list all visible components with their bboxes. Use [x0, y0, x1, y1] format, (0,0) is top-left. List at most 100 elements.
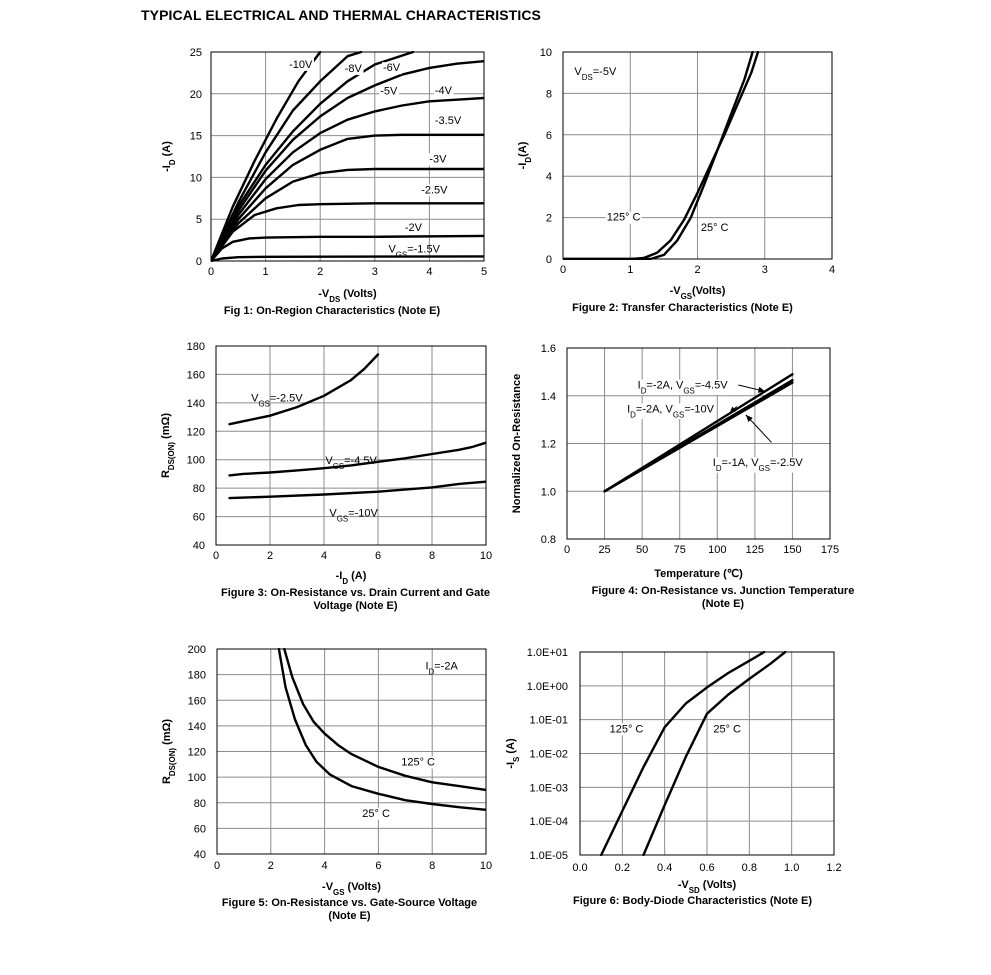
x-tick-label: 0 [560, 264, 566, 276]
fig3-plot: 0 2 4 6 8 10 40 60 80 100 120 140 160 180 VGS=-2.5V VGS… [160, 341, 492, 586]
series-line-fig1-1 [211, 51, 363, 262]
y-tick-label: 1.4 [541, 391, 556, 403]
y-tick-label: 160 [187, 369, 205, 381]
series-label: -2V [405, 222, 423, 234]
series-line-fig1-9 [211, 255, 484, 262]
chart-fig4: 0 25 50 75 100 125 150 175 0.8 1.0 1.2 1.4 1.6 ID=-2A… [510, 335, 870, 590]
fig4-plot: 0 25 50 75 100 125 150 175 0.8 1.0 1.2 1.4 1.6 ID=-2A… [511, 343, 839, 580]
series-label: -3V [429, 153, 447, 165]
series-label: -5V [380, 86, 398, 98]
annotation-arrow [728, 406, 738, 415]
x-tick-label: 0.0 [572, 862, 587, 874]
series-label: -2.5V [421, 184, 448, 196]
fig5-plot-frame [216, 648, 487, 855]
y-tick-label: 8 [546, 88, 552, 100]
fig5-grid [216, 648, 487, 855]
x-axis-title: -VGS (Volts) [322, 881, 381, 897]
x-axis-title: -ID (A) [336, 570, 367, 586]
y-tick-label: 4 [546, 171, 552, 183]
series-line-fig6-1 [642, 651, 787, 856]
x-tick-label: 4 [426, 266, 432, 278]
series-label: ID=-2A, VGS=-4.5V [638, 380, 729, 396]
y-tick-label: 120 [187, 426, 205, 438]
x-tick-label: 4 [322, 860, 328, 872]
y-tick-label: 120 [188, 747, 206, 759]
series-label: VGS=-2.5V [251, 392, 303, 408]
x-tick-label: 0.2 [615, 862, 630, 874]
x-tick-label: 75 [674, 544, 686, 556]
series-label: 25° C [362, 808, 390, 820]
x-axis-title: -VSD (Volts) [678, 879, 737, 895]
y-tick-label: 180 [188, 670, 206, 682]
x-tick-label: 6 [375, 860, 381, 872]
series-line-fig1-8 [211, 234, 484, 262]
series-label: ID=-2A [425, 661, 458, 677]
y-tick-label: 80 [194, 798, 206, 810]
fig5-caption: Figure 5: On-Resistance vs. Gate-Source … [221, 897, 478, 922]
y-tick-label: 10 [190, 172, 202, 184]
y-tick-label: 0.8 [541, 534, 556, 546]
y-tick-label: 2 [546, 213, 552, 225]
series-label: ID=-1A, VGS=-2.5V [713, 457, 804, 473]
y-tick-label: 200 [188, 644, 206, 656]
y-tick-label: 1.0E-02 [529, 749, 568, 761]
y-tick-label: 160 [188, 695, 206, 707]
x-tick-label: 50 [636, 544, 648, 556]
y-tick-label: 140 [188, 721, 206, 733]
x-tick-label: 150 [783, 544, 801, 556]
x-tick-label: 0.4 [657, 862, 672, 874]
series-label: 25° C [701, 222, 729, 234]
x-tick-label: 1 [627, 264, 633, 276]
fig6-grid [579, 651, 835, 856]
x-tick-label: 10 [480, 550, 492, 562]
y-tick-label: 5 [196, 214, 202, 226]
series-line-fig1-6 [211, 167, 484, 262]
y-tick-label: 60 [193, 512, 205, 524]
series-line-fig2-1 [563, 51, 754, 260]
series-label: 25° C [713, 723, 741, 735]
x-axis-title: -VGS(Volts) [670, 285, 726, 301]
y-tick-label: 0 [196, 256, 202, 268]
fig1-plot: 0 1 2 3 4 5 0 5 10 15 20 25 -10V -8V -6V -5V -4V -3.5V -3V… [161, 47, 487, 304]
page-title: TYPICAL ELECTRICAL AND THERMAL CHARACTER… [141, 7, 541, 23]
y-tick-label: 1.6 [541, 343, 556, 355]
x-tick-label: 1 [263, 266, 269, 278]
x-tick-label: 0 [208, 266, 214, 278]
chart-fig2: 0 1 2 3 4 0 2 4 6 8 10 125° C 25° C VDS=-5V -VGS(Volts… [510, 40, 860, 301]
y-tick-label: 80 [193, 483, 205, 495]
series-line-fig3-1 [228, 441, 486, 477]
series-label: 125° C [610, 723, 644, 735]
x-tick-label: 6 [375, 550, 381, 562]
y-tick-label: 100 [188, 772, 206, 784]
y-tick-label: 60 [194, 823, 206, 835]
y-tick-label: 25 [190, 47, 202, 59]
fig3-caption: Figure 3: On-Resistance vs. Drain Curren… [221, 587, 490, 612]
series-label: -6V [383, 62, 401, 74]
series-line-fig5-1 [277, 648, 486, 811]
x-tick-label: 125 [746, 544, 764, 556]
x-tick-label: 3 [762, 264, 768, 276]
y-tick-label: 40 [194, 849, 206, 861]
series-line-fig5-0 [283, 648, 486, 792]
series-label: -3.5V [435, 115, 462, 127]
chart-fig6: 0.0 0.2 0.4 0.6 0.8 1.0 1.2 1.0E-05 1.0E-04 1.0E-… [505, 640, 870, 900]
x-tick-label: 2 [267, 550, 273, 562]
fig4-caption: Figure 4: On-Resistance vs. Junction Tem… [591, 585, 855, 610]
y-tick-label: 180 [187, 341, 205, 353]
y-tick-label: 20 [190, 89, 202, 101]
fig2-grid [562, 51, 833, 260]
y-tick-label: 15 [190, 131, 202, 143]
x-tick-label: 1.2 [826, 862, 841, 874]
y-axis-title: Normalized On-Resistance [511, 374, 523, 513]
x-tick-label: 0 [213, 550, 219, 562]
series-label: 125° C [607, 212, 641, 224]
fig2-plot-frame [562, 51, 833, 260]
x-tick-label: 175 [821, 544, 839, 556]
chart-fig5: 0 2 4 6 8 10 40 60 80 100 120 140 160 180 200 125° C 25°… [150, 640, 510, 900]
y-axis-title: RDS(ON) (mΩ) [160, 413, 176, 478]
y-tick-label: 1.0E+01 [527, 647, 568, 659]
series-label: VGS=-1.5V [388, 244, 440, 260]
y-tick-label: 1.0E-04 [529, 816, 568, 828]
series-line-fig1-3 [211, 60, 484, 262]
x-tick-label: 5 [481, 266, 487, 278]
